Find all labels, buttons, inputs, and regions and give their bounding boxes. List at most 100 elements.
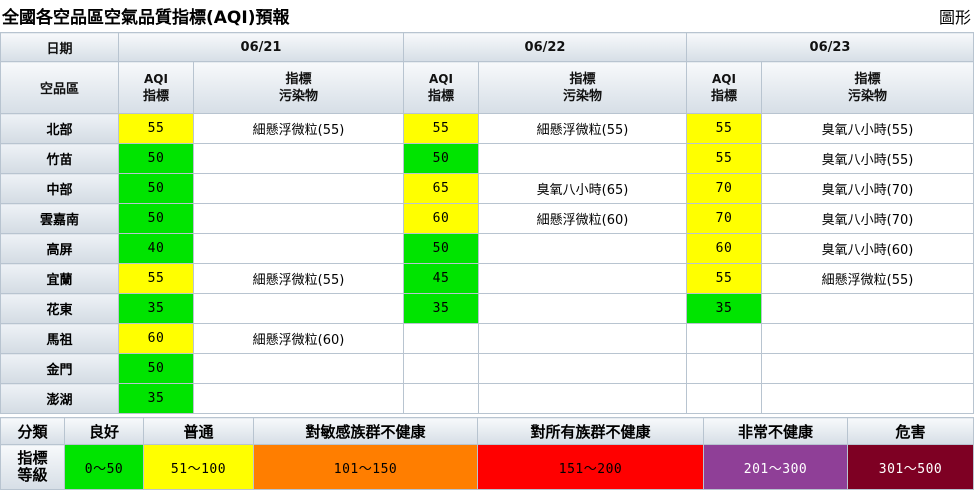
legend-range-good: 0～50 xyxy=(64,444,144,490)
region-name: 馬祖 xyxy=(0,323,119,354)
aqi-header: AQI 指標 xyxy=(118,61,194,114)
pollutant-cell xyxy=(193,233,404,264)
aqi-value-cell: 50 xyxy=(403,143,479,174)
aqi-value-cell: 70 xyxy=(686,173,762,204)
aqi-forecast-table: 日期 06/21 06/22 06/23 空品區 AQI 指標 指標 污染物 AQI… xyxy=(0,32,974,414)
aqi-value-cell: 60 xyxy=(403,203,479,234)
pollutant-cell: 細懸浮微粒(55) xyxy=(193,263,404,294)
table-row: 中部 50 65 臭氧八小時(65) 70 臭氧八小時(70) xyxy=(0,173,974,204)
legend-level-name: 危害 xyxy=(847,417,974,445)
aqi-value-cell: 35 xyxy=(403,293,479,324)
pollutant-cell: 細懸浮微粒(55) xyxy=(193,113,404,144)
aqi-value-cell: 60 xyxy=(118,323,194,354)
pollutant-cell xyxy=(193,293,404,324)
pollutant-cell: 細懸浮微粒(55) xyxy=(761,263,974,294)
legend-range-row: 指標 等級 0～50 51～100 101～150 151～200 201～300… xyxy=(0,444,974,490)
aqi-value-cell xyxy=(686,383,762,414)
aqi-value-cell: 50 xyxy=(403,233,479,264)
aqi-value-cell: 70 xyxy=(686,203,762,234)
aqi-header: AQI 指標 xyxy=(403,61,479,114)
aqi-value-cell: 55 xyxy=(686,263,762,294)
pollutant-cell: 細懸浮微粒(55) xyxy=(478,113,687,144)
region-name: 中部 xyxy=(0,173,119,204)
aqi-value-cell: 40 xyxy=(118,233,194,264)
aqi-value-cell xyxy=(403,383,479,414)
aqi-value-cell: 50 xyxy=(118,353,194,384)
pollutant-cell xyxy=(193,173,404,204)
legend-level-name: 對所有族群不健康 xyxy=(477,417,704,445)
aqi-value-cell: 55 xyxy=(118,263,194,294)
legend-range-moderate: 51～100 xyxy=(143,444,254,490)
table-row: 高屏 40 50 60 臭氧八小時(60) xyxy=(0,233,974,264)
pollutant-cell xyxy=(478,233,687,264)
chart-view-link[interactable]: 圖形 xyxy=(938,8,971,27)
legend-name-row: 分類 良好 普通 對敏感族群不健康 對所有族群不健康 非常不健康 危害 xyxy=(0,417,974,445)
pollutant-cell: 臭氧八小時(60) xyxy=(761,233,974,264)
aqi-legend: 分類 良好 普通 對敏感族群不健康 對所有族群不健康 非常不健康 危害 指標 等級… xyxy=(0,417,974,490)
legend-category-label: 分類 xyxy=(0,417,65,445)
aqi-value-cell xyxy=(403,323,479,354)
aqi-header: AQI 指標 xyxy=(686,61,762,114)
aqi-value-cell: 55 xyxy=(118,113,194,144)
pollutant-cell: 細懸浮微粒(60) xyxy=(478,203,687,234)
legend-level-label: 指標 等級 xyxy=(0,444,65,490)
aqi-value-cell xyxy=(686,353,762,384)
aqi-value-cell: 45 xyxy=(403,263,479,294)
pollutant-cell xyxy=(478,383,687,414)
legend-range-hazardous: 301～500 xyxy=(847,444,974,490)
legend-level-name: 普通 xyxy=(143,417,254,445)
title-bar: 全國各空品區空氣品質指標(AQI)預報 圖形 xyxy=(0,0,975,30)
table-row: 北部 55 細懸浮微粒(55) 55 細懸浮微粒(55) 55 臭氧八小時(55) xyxy=(0,113,974,144)
aqi-value-cell: 55 xyxy=(686,143,762,174)
date-header-row: 日期 06/21 06/22 06/23 xyxy=(0,32,974,62)
legend-range-very-unhealthy: 201～300 xyxy=(703,444,848,490)
table-row: 宜蘭 55 細懸浮微粒(55) 45 55 細懸浮微粒(55) xyxy=(0,263,974,294)
pollutant-header: 指標 污染物 xyxy=(761,61,974,114)
pollutant-cell xyxy=(761,353,974,384)
region-name: 雲嘉南 xyxy=(0,203,119,234)
page-title: 全國各空品區空氣品質指標(AQI)預報 xyxy=(2,8,290,28)
aqi-value-cell: 50 xyxy=(118,143,194,174)
pollutant-header: 指標 污染物 xyxy=(478,61,687,114)
aqi-value-cell: 35 xyxy=(118,383,194,414)
region-name: 宜蘭 xyxy=(0,263,119,294)
aqi-value-cell: 55 xyxy=(686,113,762,144)
pollutant-cell: 臭氧八小時(70) xyxy=(761,203,974,234)
pollutant-cell xyxy=(761,383,974,414)
region-name: 金門 xyxy=(0,353,119,384)
aqi-value-cell: 55 xyxy=(403,113,479,144)
pollutant-cell xyxy=(478,353,687,384)
pollutant-cell: 臭氧八小時(55) xyxy=(761,113,974,144)
pollutant-cell xyxy=(478,323,687,354)
aqi-value-cell xyxy=(403,353,479,384)
pollutant-cell xyxy=(193,383,404,414)
pollutant-cell: 臭氧八小時(65) xyxy=(478,173,687,204)
table-row: 竹苗 50 50 55 臭氧八小時(55) xyxy=(0,143,974,174)
aqi-value-cell: 60 xyxy=(686,233,762,264)
table-row: 花東 35 35 35 xyxy=(0,293,974,324)
legend-level-name: 良好 xyxy=(64,417,144,445)
region-name: 花東 xyxy=(0,293,119,324)
pollutant-cell xyxy=(193,203,404,234)
legend-level-name: 對敏感族群不健康 xyxy=(253,417,478,445)
pollutant-cell xyxy=(478,263,687,294)
region-name: 澎湖 xyxy=(0,383,119,414)
aqi-value-cell: 35 xyxy=(686,293,762,324)
aqi-value-cell: 50 xyxy=(118,203,194,234)
table-row: 馬祖 60 細懸浮微粒(60) xyxy=(0,323,974,354)
region-name: 高屏 xyxy=(0,233,119,264)
pollutant-cell xyxy=(478,143,687,174)
region-name: 竹苗 xyxy=(0,143,119,174)
region-name: 北部 xyxy=(0,113,119,144)
pollutant-cell xyxy=(193,353,404,384)
pollutant-cell: 臭氧八小時(55) xyxy=(761,143,974,174)
pollutant-cell xyxy=(478,293,687,324)
pollutant-cell xyxy=(761,323,974,354)
forecast-rows: 北部 55 細懸浮微粒(55) 55 細懸浮微粒(55) 55 臭氧八小時(55) 竹苗 50 5… xyxy=(0,113,974,414)
pollutant-header: 指標 污染物 xyxy=(193,61,404,114)
column-header-row: 空品區 AQI 指標 指標 污染物 AQI 指標 指標 污染物 AQI 指標 指標 污染物 xyxy=(0,61,974,114)
date-header: 日期 xyxy=(0,32,119,62)
date-column-header: 06/21 xyxy=(118,32,404,62)
date-column-header: 06/23 xyxy=(686,32,974,62)
date-column-header: 06/22 xyxy=(403,32,687,62)
